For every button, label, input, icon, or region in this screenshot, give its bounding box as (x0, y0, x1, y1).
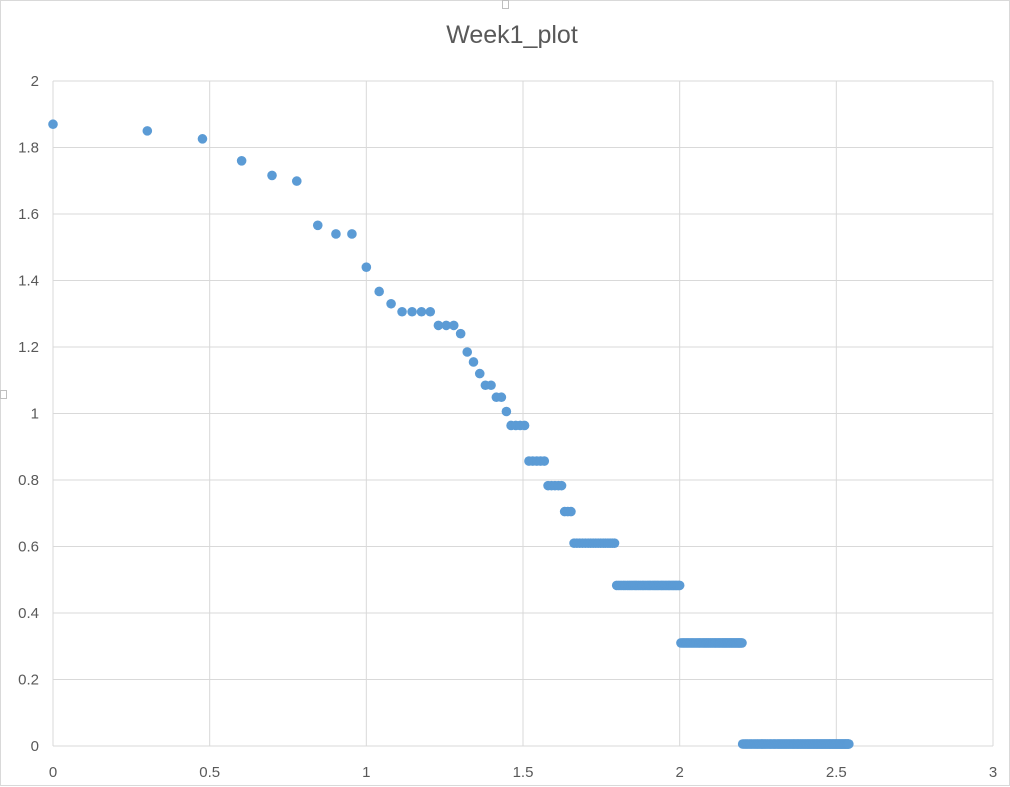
data-point (448, 320, 459, 331)
tick-labels: 0 0.2 0.4 0.6 0.8 1 1.2 1.4 1.6 1.8 2 0 0.5 1 1.5 2 2.5 3 (18, 73, 997, 781)
y-tick-label: 0.8 (18, 472, 39, 489)
y-tick-label: 1.8 (18, 140, 39, 157)
data-point (519, 420, 530, 431)
data-point (737, 638, 747, 648)
data-point (486, 380, 496, 391)
data-point (386, 298, 396, 309)
x-tick-label: 3 (989, 764, 997, 781)
data-point (407, 306, 417, 317)
data-point (455, 328, 466, 339)
data-point (416, 306, 427, 317)
data-point (374, 286, 384, 297)
data-point (312, 220, 323, 231)
data-point (496, 392, 507, 403)
resize-handle-left[interactable] (0, 390, 7, 399)
data-point (236, 156, 247, 166)
resize-handle-top[interactable] (502, 0, 509, 9)
data-point (556, 480, 567, 491)
data-point (267, 170, 277, 181)
data-point (425, 306, 436, 317)
data-point (844, 739, 854, 749)
chart-title: Week1_plot (446, 21, 578, 49)
x-tick-label: 2 (675, 764, 683, 781)
y-tick-label: 1 (31, 406, 39, 423)
data-point (441, 320, 452, 331)
x-tick-label: 1.5 (513, 764, 534, 781)
y-tick-label: 1.4 (18, 273, 39, 290)
data-point (331, 229, 341, 239)
x-tick-label: 2.5 (826, 764, 847, 781)
data-point (539, 456, 550, 466)
data-point (291, 176, 302, 186)
data-point (197, 134, 208, 144)
x-tick-label: 0.5 (199, 764, 220, 781)
data-points (48, 119, 854, 749)
data-point (474, 368, 485, 379)
data-point (609, 538, 620, 548)
data-point (361, 262, 372, 273)
data-point (347, 229, 357, 239)
data-point (566, 506, 576, 517)
y-tick-label: 0 (31, 738, 39, 755)
y-tick-label: 0.2 (18, 672, 39, 689)
data-point (674, 580, 685, 591)
data-point (433, 320, 444, 331)
data-point (468, 357, 479, 367)
data-point (462, 347, 473, 357)
x-tick-label: 1 (362, 764, 370, 781)
data-point (397, 306, 407, 317)
y-tick-label: 0.4 (18, 605, 39, 622)
data-point (142, 126, 153, 136)
y-tick-label: 2 (31, 73, 39, 90)
y-tick-label: 1.6 (18, 206, 39, 223)
y-tick-label: 1.2 (18, 339, 39, 356)
y-tick-label: 0.6 (18, 539, 39, 556)
data-point (48, 119, 58, 130)
gridlines (52, 80, 994, 747)
data-point (501, 406, 512, 417)
x-tick-label: 0 (49, 764, 57, 781)
